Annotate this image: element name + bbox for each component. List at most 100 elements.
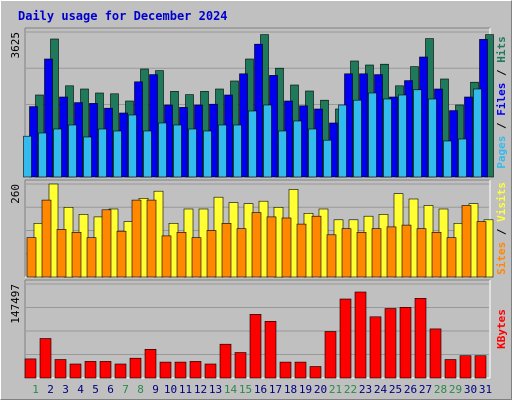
legend-separator: / [495,222,508,242]
bar-pages-day-17 [263,104,272,178]
bar-pages-day-31 [473,88,482,178]
day-label-11: 11 [179,383,192,396]
day-label-2: 2 [47,383,54,396]
bar-pages-day-13 [203,130,212,178]
bar-sites-day-12 [191,237,202,278]
bar-sites-day-29 [446,237,457,278]
legend-item-hits: Hits [495,36,508,63]
bar-kbytes-day-22 [339,298,352,379]
day-labels: 1 2 3 4 5 6 7 8 9 10 11 12 13 14 15 16 17 18 19 20 21 22 23 24 2… [32,383,492,396]
bar-sites-day-18 [281,217,292,278]
legend-item-sites: Sites [495,242,508,275]
day-label-8: 8 [137,383,144,396]
bar-files-day-2 [44,58,53,178]
bar-sites-day-9 [146,199,157,278]
panel-hits-files-pages: 3625 Pages / Files / Hits [9,27,508,178]
day-label-14: 14 [224,383,238,396]
bar-kbytes-day-24 [369,316,382,379]
chart-panels: 3625 Pages / Files / Hits 260 Sites / Visit… [9,27,508,379]
bar-sites-day-16 [251,212,262,278]
bar-kbytes-day-21 [324,331,337,379]
day-label-21: 21 [329,383,342,396]
bar-sites-day-15 [236,228,247,278]
bar-sites-day-14 [221,223,232,278]
bar-pages-day-2 [38,132,47,178]
bar-sites-day-2 [41,199,52,278]
day-label-18: 18 [284,383,297,396]
bar-kbytes-day-14 [219,343,232,379]
legend-hits-files-pages: Pages / Files / Hits [495,36,508,169]
bar-sites-day-11 [176,232,187,278]
bar-kbytes-day-8 [129,357,142,379]
bar-sites-day-30 [461,205,472,278]
day-label-15: 15 [239,383,252,396]
bar-pages-day-26 [398,94,407,178]
bar-kbytes-day-1 [24,358,37,379]
bar-files-day-16 [254,43,263,178]
chart-title: Daily usage for December 2024 [18,9,228,23]
day-label-23: 23 [359,383,372,396]
bar-sites-day-28 [431,232,442,278]
bar-pages-day-10 [158,122,167,178]
bar-sites-day-31 [476,221,487,278]
bar-kbytes-day-11 [174,361,187,379]
legend-item-kbytes: KBytes [495,309,508,349]
bar-kbytes-day-3 [54,359,67,379]
bar-sites-day-22 [341,228,352,278]
bar-pages-day-20 [308,128,317,178]
bar-kbytes-day-13 [204,363,217,379]
bar-pages-day-3 [53,128,62,178]
y-max-label: 260 [9,184,22,204]
bar-sites-day-21 [326,234,337,278]
day-label-22: 22 [344,383,357,396]
bar-pages-day-21 [323,139,332,178]
bar-sites-day-7 [116,230,127,278]
bar-pages-day-9 [143,130,152,178]
bar-kbytes-day-6 [99,361,112,379]
day-label-27: 27 [419,383,432,396]
bar-kbytes-day-18 [279,361,292,379]
day-label-13: 13 [209,383,222,396]
y-max-label: 3625 [9,32,22,59]
bar-pages-day-12 [188,128,197,178]
legend-item-files: Files [495,83,508,116]
bar-sites-day-23 [356,232,367,278]
day-label-12: 12 [194,383,207,396]
bar-pages-day-1 [23,135,32,178]
bar-sites-day-4 [71,232,82,278]
day-label-20: 20 [314,383,327,396]
bar-kbytes-day-26 [399,306,412,379]
bar-pages-day-24 [368,92,377,178]
bar-pages-day-29 [443,140,452,178]
bar-kbytes-day-7 [114,363,127,379]
bar-kbytes-day-17 [264,320,277,379]
bar-pages-day-14 [218,124,227,178]
bar-pages-day-11 [173,124,182,178]
day-label-26: 26 [404,383,417,396]
bar-pages-day-25 [383,98,392,178]
bar-kbytes-day-27 [414,297,427,379]
bar-pages-day-18 [278,130,287,178]
y-max-label: 147497 [9,284,22,324]
day-label-16: 16 [254,383,267,396]
bar-pages-day-4 [68,124,77,178]
bar-sites-day-26 [401,224,412,278]
bar-kbytes-day-15 [234,352,247,379]
bar-sites-day-17 [266,216,277,278]
day-label-7: 7 [122,383,129,396]
bar-kbytes-day-29 [444,359,457,379]
bar-pages-day-19 [293,120,302,178]
bar-sites-day-10 [161,235,172,278]
bar-kbytes-day-30 [459,355,472,379]
bar-pages-day-23 [353,99,362,178]
bar-sites-day-8 [131,199,142,278]
bar-kbytes-day-28 [429,328,442,379]
bar-kbytes-day-2 [39,338,52,379]
bar-kbytes-day-4 [69,363,82,379]
bar-sites-day-19 [296,223,307,278]
day-label-30: 30 [464,383,477,396]
bar-sites-day-5 [86,237,97,278]
bar-pages-day-28 [428,98,437,178]
bar-sites-day-1 [26,237,37,278]
